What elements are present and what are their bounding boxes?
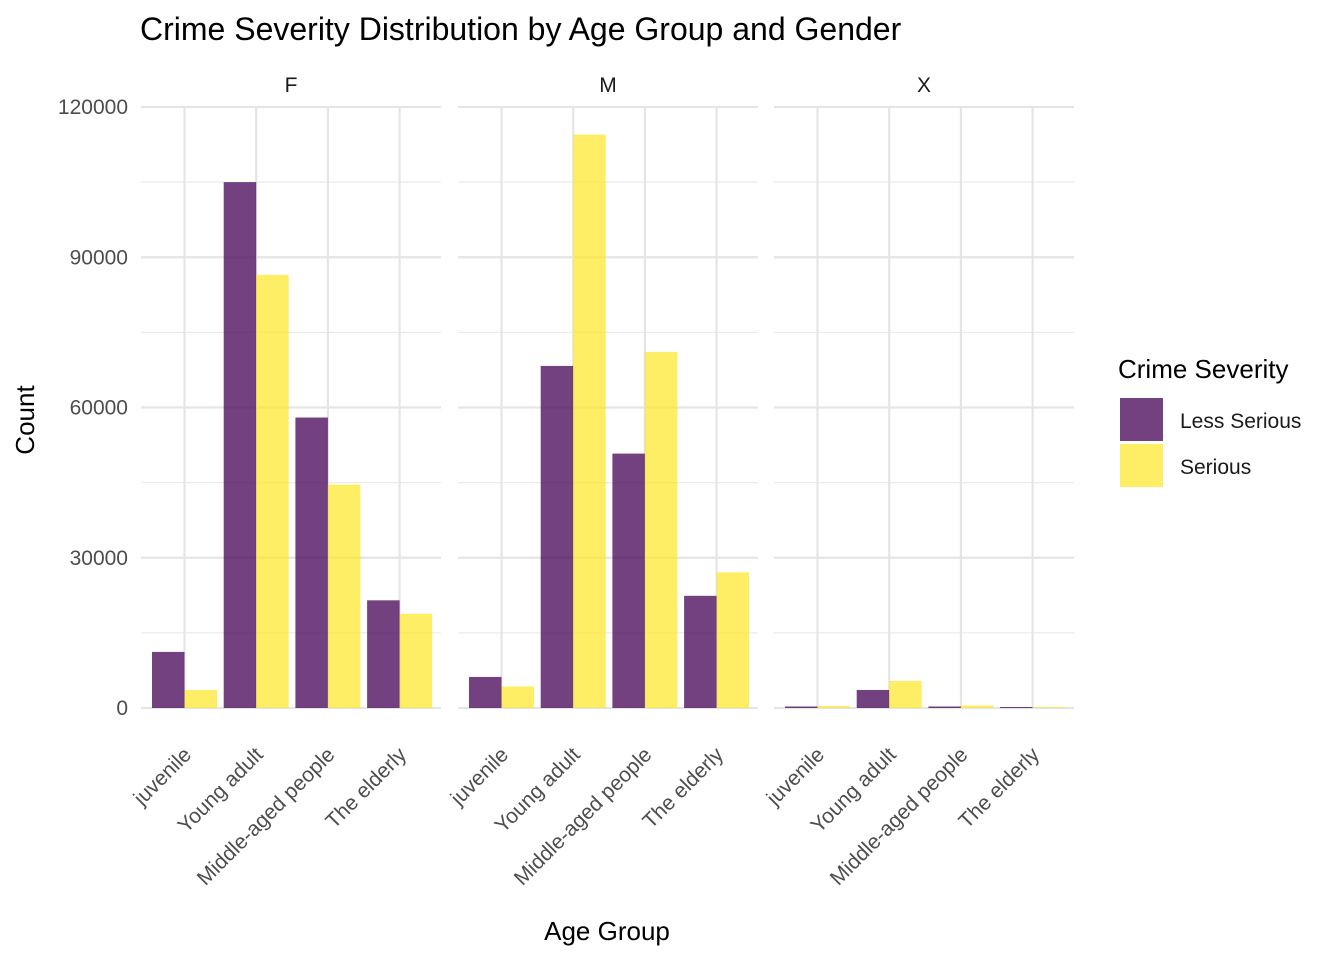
facet-label-F: F (285, 74, 298, 97)
bar-F-less-serious-1 (223, 182, 257, 708)
x-tick-label: juvenile (129, 743, 196, 810)
y-axis-title: Count (10, 385, 40, 455)
bar-F-serious-1 (256, 274, 289, 708)
legend-label: Less Serious (1180, 410, 1301, 433)
x-tick-label: Middle-aged people (193, 743, 340, 890)
bar-F-less-serious-3 (367, 600, 400, 708)
x-tick-label: juvenile (446, 743, 513, 810)
bar-X-serious-0 (817, 705, 850, 708)
facet-label-M: M (599, 74, 617, 97)
y-tick-label: 30000 (70, 547, 128, 570)
bar-M-less-serious-0 (469, 676, 502, 708)
bar-M-less-serious-2 (612, 453, 645, 708)
bar-F-serious-3 (399, 613, 433, 708)
bar-X-serious-1 (889, 680, 922, 708)
x-tick-label: Middle-aged people (510, 743, 657, 890)
y-tick-label: 0 (116, 697, 128, 720)
legend-label: Serious (1180, 456, 1251, 479)
y-tick-label: 90000 (70, 246, 128, 269)
bar-X-serious-2 (960, 705, 994, 708)
facet-label-X: X (917, 74, 931, 97)
bar-M-less-serious-3 (684, 595, 717, 708)
bar-M-serious-0 (501, 686, 534, 708)
bar-F-serious-0 (184, 689, 217, 708)
bar-X-less-serious-1 (856, 689, 890, 708)
bar-F-less-serious-0 (152, 651, 185, 708)
bar-F-serious-2 (327, 484, 361, 708)
bar-layer (152, 134, 1066, 708)
legend: Crime Severity Less Serious Serious (1118, 354, 1301, 487)
bar-M-serious-2 (644, 351, 678, 708)
bar-M-less-serious-1 (540, 365, 574, 708)
bar-X-less-serious-2 (928, 706, 961, 708)
x-tick-label: Middle-aged people (826, 743, 973, 890)
bar-F-less-serious-2 (295, 417, 328, 708)
bar-X-less-serious-0 (785, 706, 818, 708)
bar-X-serious-3 (1032, 706, 1066, 708)
x-axis-title: Age Group (544, 916, 670, 946)
legend-key-less-serious (1120, 398, 1163, 441)
bar-X-less-serious-3 (1000, 706, 1033, 708)
legend-title: Crime Severity (1118, 354, 1288, 384)
x-tick-label: juvenile (762, 743, 829, 810)
bar-M-serious-1 (573, 134, 606, 708)
chart-title: Crime Severity Distribution by Age Group… (140, 11, 902, 47)
y-tick-label: 120000 (58, 96, 128, 119)
bar-M-serious-3 (716, 572, 750, 708)
legend-key-serious (1120, 444, 1163, 487)
y-tick-label: 60000 (70, 397, 128, 420)
